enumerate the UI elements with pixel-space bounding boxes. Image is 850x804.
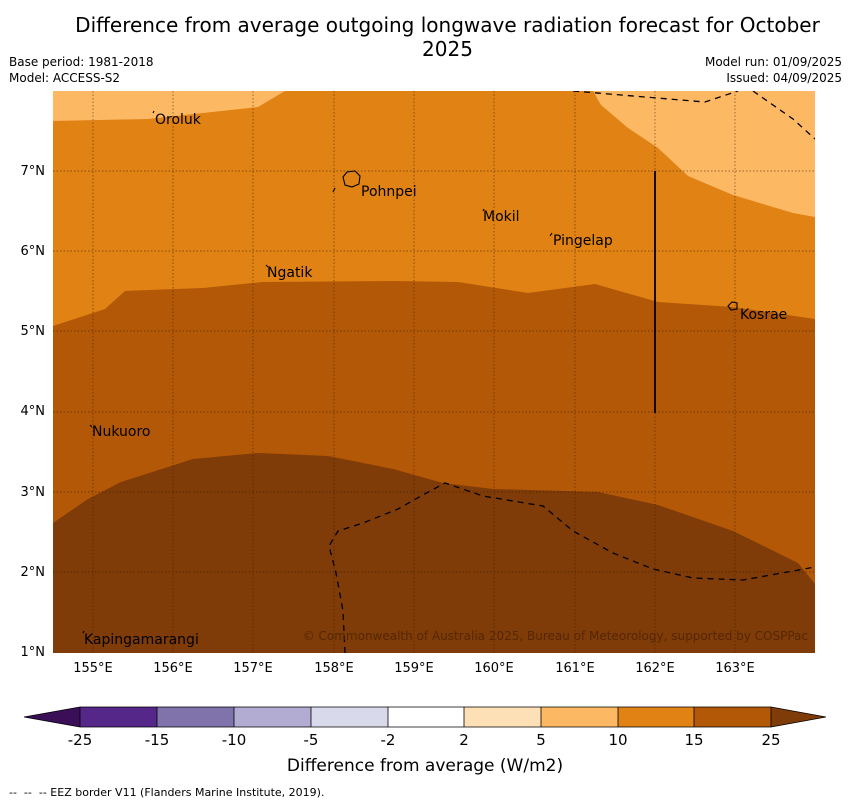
copyright-notice: © Commonwealth of Australia 2025, Bureau… bbox=[302, 629, 808, 643]
lon-label-157e: 157°E bbox=[233, 661, 273, 676]
colorbar-tick-9: 25 bbox=[761, 731, 781, 749]
colorbar bbox=[24, 706, 826, 728]
lat-label-3n: 3°N bbox=[20, 485, 46, 500]
colorbar-bin-7 bbox=[541, 707, 618, 727]
colorbar-bin-9 bbox=[694, 707, 771, 727]
colorbar-tick-8: 15 bbox=[684, 731, 704, 749]
band-over-25 bbox=[53, 453, 815, 653]
meta-right: Model run: 01/09/2025 Issued: 04/09/2025 bbox=[705, 54, 842, 86]
colorbar-extend-high bbox=[771, 707, 826, 727]
lon-label-159e: 159°E bbox=[394, 661, 434, 676]
lon-label-161e: 161°E bbox=[555, 661, 595, 676]
islands bbox=[82, 110, 738, 634]
map-title: Difference from average outgoing longwav… bbox=[75, 13, 820, 61]
place-pohnpei: Pohnpei bbox=[361, 184, 417, 200]
colorbar-tick-3: -5 bbox=[303, 731, 319, 749]
nukuoro-islet bbox=[89, 424, 93, 428]
lon-label-160e: 160°E bbox=[474, 661, 514, 676]
model-run: Model run: 01/09/2025 bbox=[704, 55, 842, 69]
eez-border bbox=[328, 91, 815, 653]
lon-label-163e: 163°E bbox=[715, 661, 755, 676]
place-kosrae: Kosrae bbox=[740, 307, 788, 323]
lat-label-2n: 2°N bbox=[20, 565, 46, 580]
colorbar-label: Difference from average (W/m2) bbox=[286, 756, 564, 776]
model-name: Model: ACCESS-S2 bbox=[9, 71, 121, 85]
place-kapingamarangi: Kapingamarangi bbox=[84, 632, 199, 648]
band-5-10-topright bbox=[593, 91, 815, 217]
kapingamarangi-islet bbox=[82, 630, 85, 634]
colorbar-extend-low bbox=[24, 707, 80, 727]
lat-label-6n: 6°N bbox=[20, 244, 46, 259]
lat-label-5n: 5°N bbox=[20, 324, 46, 339]
lon-label-155e: 155°E bbox=[73, 661, 113, 676]
lat-label-7n: 7°N bbox=[20, 164, 46, 179]
colorbar-bin-2 bbox=[157, 707, 234, 727]
lon-label-162e: 162°E bbox=[635, 661, 675, 676]
lon-label-158e: 158°E bbox=[314, 661, 354, 676]
colorbar-tick-2: -10 bbox=[221, 731, 247, 749]
pingelap-islet bbox=[549, 232, 553, 237]
eez-footnote: -- -- -- EEZ border V11 (Flanders Marine… bbox=[9, 786, 325, 799]
colorbar-tick-0: -25 bbox=[67, 731, 93, 749]
map-area bbox=[53, 91, 815, 653]
mokil-islet bbox=[482, 208, 485, 212]
colorbar-bin-5 bbox=[388, 707, 464, 727]
colorbar-tick-6: 5 bbox=[536, 731, 546, 749]
lon-label-156e: 156°E bbox=[153, 661, 193, 676]
place-oroluk: Oroluk bbox=[155, 112, 201, 128]
colorbar-bin-1 bbox=[80, 707, 157, 727]
issued-date: Issued: 04/09/2025 bbox=[726, 71, 842, 85]
colorbar-tick-5: 2 bbox=[459, 731, 469, 749]
band-5-10-topleft bbox=[53, 91, 285, 121]
place-nukuoro: Nukuoro bbox=[92, 424, 151, 440]
kosrae-island bbox=[727, 301, 738, 311]
colorbar-tick-4: -2 bbox=[380, 731, 396, 749]
place-ngatik: Ngatik bbox=[267, 265, 313, 281]
base-period: Base period: 1981-2018 bbox=[9, 55, 154, 69]
pohnpei-island bbox=[342, 170, 361, 188]
colorbar-bin-3 bbox=[234, 707, 311, 727]
lat-label-4n: 4°N bbox=[20, 404, 46, 419]
colorbar-tick-1: -15 bbox=[144, 731, 170, 749]
lat-label-1n: 1°N bbox=[20, 645, 46, 660]
meta-left: Base period: 1981-2018 Model: ACCESS-S2 bbox=[9, 54, 154, 86]
place-pingelap: Pingelap bbox=[553, 233, 613, 249]
colorbar-tick-7: 10 bbox=[608, 731, 628, 749]
pohnpei-islet bbox=[332, 187, 336, 193]
oroluk-islet bbox=[152, 110, 155, 114]
colorbar-bin-4 bbox=[311, 707, 388, 727]
place-mokil: Mokil bbox=[483, 209, 520, 225]
colorbar-bin-6 bbox=[464, 707, 541, 727]
colorbar-bin-8 bbox=[618, 707, 694, 727]
map-svg bbox=[53, 91, 815, 653]
ngatik-islet bbox=[265, 264, 269, 268]
